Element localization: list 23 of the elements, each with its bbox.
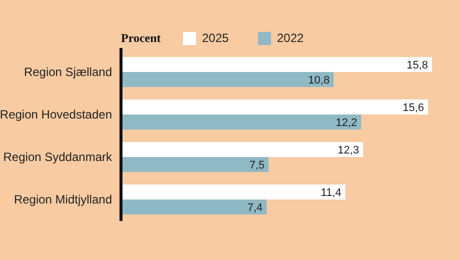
legend-label: 2022 — [277, 31, 304, 46]
bar — [121, 72, 334, 87]
data-label: 7,4 — [247, 202, 263, 214]
bar — [121, 100, 428, 114]
y-tick-label: Region Sjælland — [24, 65, 112, 80]
data-label: 12,3 — [338, 144, 360, 156]
data-label: 10,8 — [308, 74, 330, 86]
data-label: 15,8 — [406, 59, 428, 72]
data-label: 15,6 — [402, 102, 424, 114]
data-label: 7,5 — [249, 159, 265, 172]
data-label: 11,4 — [320, 186, 342, 199]
bar — [121, 142, 364, 157]
bar — [121, 57, 432, 72]
bar — [121, 200, 267, 214]
legend-title: Procent — [121, 31, 161, 46]
data-label: 12,2 — [336, 116, 358, 129]
y-tick-label: Region Syddanmark — [3, 150, 113, 164]
bar — [121, 114, 362, 130]
y-tick-label: Region Midtjylland — [14, 192, 112, 207]
y-tick-label: Region Hovedstaden — [0, 108, 112, 122]
bar — [121, 184, 346, 200]
bar — [121, 157, 269, 172]
legend-label: 2025 — [202, 31, 230, 46]
